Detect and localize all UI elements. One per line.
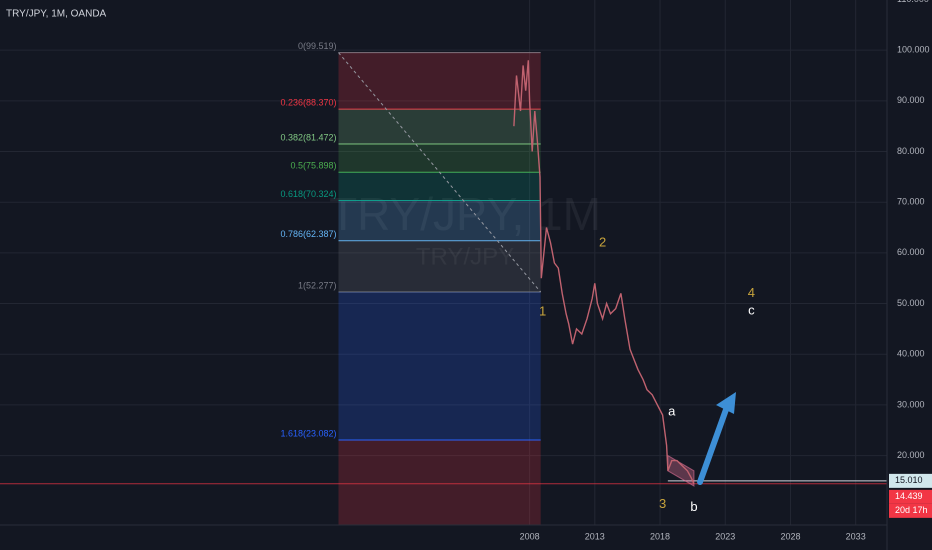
wave-label: 3 xyxy=(659,496,666,511)
y-tick-label: 60.000 xyxy=(897,247,925,257)
fib-label: 0.786(62.387) xyxy=(280,229,336,239)
last-price-badge xyxy=(889,473,932,488)
fib-band xyxy=(338,144,541,173)
wave-label: c xyxy=(748,303,755,318)
x-tick-label: 2013 xyxy=(585,531,605,541)
fib-label: 0.5(75.898) xyxy=(290,161,336,171)
wave-label: 4 xyxy=(748,285,755,300)
fib-band xyxy=(338,109,541,145)
bid-price-badge xyxy=(889,489,932,504)
y-tick-label: 110.000 xyxy=(897,0,929,4)
y-tick-label: 40.000 xyxy=(897,349,925,359)
fib-band xyxy=(338,439,541,525)
x-tick-label: 2018 xyxy=(650,531,670,541)
wave-label: 2 xyxy=(599,235,606,250)
x-tick-label: 2008 xyxy=(520,531,540,541)
fib-trend-line xyxy=(338,52,542,293)
arrow-head xyxy=(716,392,736,414)
fib-band xyxy=(338,172,541,201)
fib-band xyxy=(338,292,541,440)
fib-label: 0(99.519) xyxy=(298,41,337,51)
fib-label: 0.618(70.324) xyxy=(280,189,336,199)
y-tick-label: 80.000 xyxy=(897,146,925,156)
fib-band xyxy=(338,200,541,241)
chart-title: TRY/JPY, 1M, OANDA xyxy=(6,9,107,20)
fib-label: 1(52.277) xyxy=(298,280,337,290)
price-line xyxy=(513,60,695,485)
y-tick-label: 100.000 xyxy=(897,45,930,55)
countdown-badge xyxy=(889,503,932,518)
y-tick-label: 30.000 xyxy=(897,399,925,409)
fib-label: 1.618(23.082) xyxy=(280,428,336,438)
wave-label: b xyxy=(690,499,697,514)
last-price-label: 15.010 xyxy=(895,475,923,485)
arrow-shaft xyxy=(697,401,731,485)
countdown-label: 20d 17h xyxy=(895,505,928,515)
fib-band xyxy=(338,240,541,293)
wave-label: 1 xyxy=(539,304,546,319)
y-tick-label: 20.000 xyxy=(897,450,925,460)
y-tick-label: 90.000 xyxy=(897,95,925,105)
bid-price-label: 14.439 xyxy=(895,491,923,501)
x-tick-label: 2023 xyxy=(715,531,735,541)
wave-label: a xyxy=(668,403,676,418)
fib-label: 0.382(81.472) xyxy=(280,132,336,142)
fib-label: 0.236(88.370) xyxy=(280,97,336,107)
x-tick-label: 2028 xyxy=(780,531,800,541)
fib-band xyxy=(338,52,541,110)
watermark: TRY/JPY, 1M xyxy=(329,188,601,240)
x-tick-label: 2033 xyxy=(846,531,866,541)
y-tick-label: 70.000 xyxy=(897,197,925,207)
y-tick-label: 50.000 xyxy=(897,298,925,308)
watermark: TRY/JPY xyxy=(416,243,514,270)
